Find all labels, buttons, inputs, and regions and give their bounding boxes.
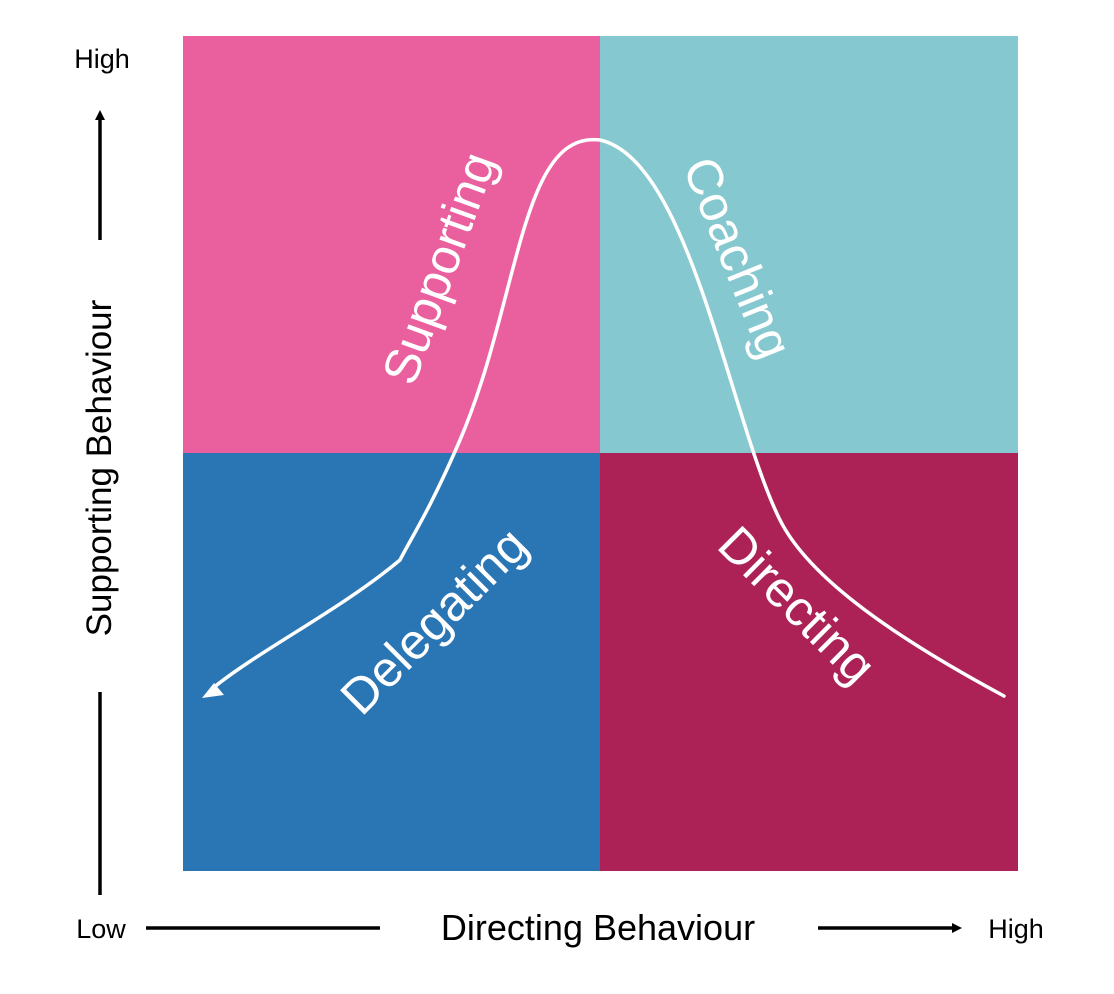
- quadrant-coaching: [600, 36, 1018, 453]
- quadrant-supporting: [183, 36, 600, 453]
- curve-arrowhead-icon: [202, 683, 224, 698]
- leadership-curve: [211, 138, 1006, 698]
- x-axis-high-label: High: [988, 914, 1044, 944]
- y-axis-title: Supporting Behaviour: [80, 299, 119, 636]
- quadrant-directing: [600, 453, 1018, 871]
- x-axis-low-label: Low: [76, 914, 126, 944]
- x-axis-title: Directing Behaviour: [441, 907, 755, 948]
- y-axis-high-label: High: [74, 44, 130, 74]
